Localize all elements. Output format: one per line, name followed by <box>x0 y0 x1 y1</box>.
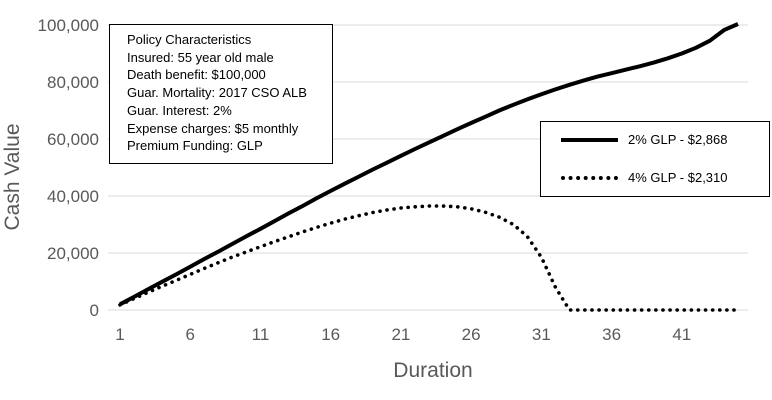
series-lines <box>118 22 740 312</box>
legend: 2% GLP - $2,868 4% GLP - $2,310 <box>540 121 770 197</box>
policy-line-interest: Guar. Interest: 2% <box>127 102 232 118</box>
x-tick-label: 41 <box>672 325 691 344</box>
policy-line-insured: Insured: 55 year old male <box>127 49 274 65</box>
y-tick-label: 0 <box>90 301 99 320</box>
x-tick-label: 11 <box>252 325 270 344</box>
policy-characteristics-title: Policy Characteristics <box>127 32 252 47</box>
x-tick-label: 16 <box>321 325 340 344</box>
policy-line-death-benefit: Death benefit: $100,000 <box>127 67 266 83</box>
y-tick-label: 40,000 <box>47 187 99 206</box>
y-tick-label: 80,000 <box>47 73 99 92</box>
legend-label-4pct: 4% GLP - $2,310 <box>628 170 728 185</box>
legend-label-2pct: 2% GLP - $2,868 <box>628 132 728 147</box>
x-tick-label: 1 <box>115 325 124 344</box>
legend-swatch-dotted <box>561 176 618 180</box>
policy-characteristics-box: Policy Characteristics Insured: 55 year … <box>109 24 333 164</box>
y-axis-ticks: 0 20,000 40,000 60,000 80,000 100,000 <box>38 16 99 320</box>
policy-line-mortality: Guar. Mortality: 2017 CSO ALB <box>127 85 307 101</box>
series-line-4pct <box>118 204 740 312</box>
x-axis-ticks: 1 6 11 16 21 26 31 36 41 <box>115 325 691 344</box>
y-tick-label: 100,000 <box>38 16 99 35</box>
y-tick-label: 60,000 <box>47 130 99 149</box>
legend-swatch-solid <box>561 138 618 142</box>
policy-line-premium: Premium Funding: GLP <box>127 138 263 154</box>
x-tick-label: 26 <box>462 325 481 344</box>
x-tick-label: 31 <box>532 325 551 344</box>
series-line-2pct <box>119 22 739 307</box>
y-tick-label: 20,000 <box>47 244 99 263</box>
policy-line-expense: Expense charges: $5 monthly <box>127 120 299 136</box>
x-tick-label: 36 <box>602 325 621 344</box>
x-tick-label: 21 <box>391 325 410 344</box>
x-tick-label: 6 <box>185 325 194 344</box>
x-axis-title: Duration <box>393 359 472 382</box>
y-axis-title: Cash Value <box>1 123 24 230</box>
